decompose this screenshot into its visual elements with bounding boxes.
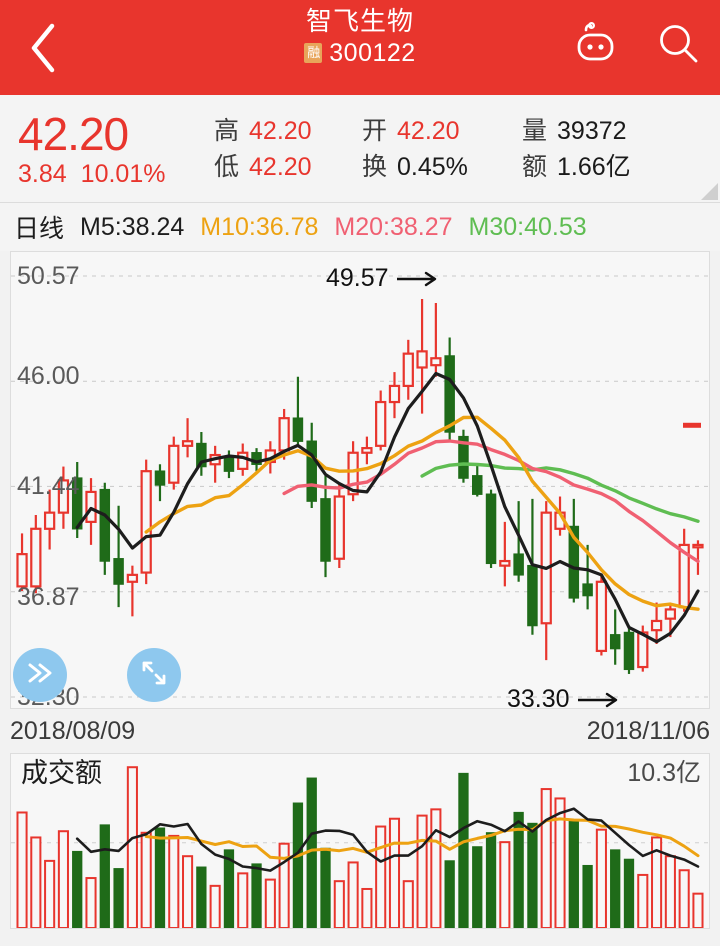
arrow-right-icon: [396, 271, 441, 287]
candlestick-canvas: [11, 275, 709, 698]
turnover-rate-value: 0.45%: [397, 152, 468, 181]
expand-arrows-icon: [138, 657, 170, 694]
volume-canvas: [11, 766, 709, 928]
turnover-rate-row: 换 0.45%: [362, 149, 522, 185]
volume-title: 成交额: [18, 758, 105, 788]
ma-legend: 日线 M5:38.24 M10:36.78 M20:38.27 M30:40.5…: [0, 203, 720, 251]
high-value: 42.20: [249, 116, 312, 145]
high-label: 高: [214, 116, 240, 145]
high-price-annotation-text: 49.57: [326, 264, 389, 292]
amount-row: 额 1.66亿: [522, 149, 631, 185]
high-price-annotation: 49.57: [326, 266, 441, 291]
stock-code-row: 融 300122: [304, 40, 415, 66]
low-value: 42.20: [249, 152, 312, 181]
amount-label: 额: [522, 152, 548, 181]
quote-volume-column: 量 39372 额 1.66亿: [522, 113, 631, 185]
y-axis-label-1: 46.00: [17, 362, 80, 390]
low-row: 低 42.20: [214, 149, 362, 185]
stock-name: 智飞生物: [305, 6, 414, 36]
date-axis: 2018/08/09 2018/11/06: [10, 709, 710, 753]
low-label: 低: [214, 152, 240, 181]
ma10-legend: M10:36.78: [200, 212, 319, 241]
chevron-double-right-icon: [23, 658, 57, 693]
amount-value: 1.66亿: [557, 152, 631, 181]
search-button[interactable]: [652, 21, 706, 75]
open-label: 开: [362, 116, 388, 145]
header-actions: [570, 0, 706, 95]
volume-row: 量 39372: [522, 113, 631, 149]
end-date: 2018/11/06: [586, 716, 710, 745]
start-date: 2018/08/09: [10, 716, 136, 745]
ma30-legend: M30:40.53: [468, 212, 587, 241]
ma5-legend: M5:38.24: [80, 212, 185, 241]
quote-panel: 42.20 3.84 10.01% 高 42.20 低 42.20 开 42.2…: [0, 95, 720, 203]
y-axis-label-0: 50.57: [17, 262, 80, 290]
margin-trading-badge: 融: [304, 43, 323, 63]
search-icon: [656, 22, 702, 73]
quote-price-column: 42.20 3.84 10.01%: [18, 109, 214, 189]
last-price: 42.20: [18, 107, 129, 160]
resize-corner-icon[interactable]: [701, 183, 718, 200]
stock-code: 300122: [329, 39, 416, 67]
chart-period-label[interactable]: 日线: [14, 215, 65, 243]
back-button[interactable]: [0, 0, 86, 95]
y-axis-label-2: 41.44: [17, 472, 80, 500]
volume-chart[interactable]: 成交额 10.3亿: [10, 753, 710, 929]
volume-max-label: 10.3亿: [627, 759, 701, 787]
open-value: 42.20: [397, 116, 460, 145]
candlestick-chart[interactable]: 50.57 46.00 41.44 36.87 32.30 49.57 33.3…: [10, 251, 710, 712]
turnover-rate-label: 换: [362, 152, 388, 181]
open-row: 开 42.20: [362, 113, 522, 149]
quote-highlow-column: 高 42.20 低 42.20: [214, 113, 362, 185]
arrow-right-icon: [577, 692, 622, 708]
change-percent: 10.01%: [80, 159, 166, 188]
volume-label: 量: [522, 116, 548, 145]
quote-openturnover-column: 开 42.20 换 0.45%: [362, 113, 522, 185]
low-price-annotation-text: 33.30: [507, 685, 570, 713]
high-row: 高 42.20: [214, 113, 362, 149]
low-price-annotation: 33.30: [507, 687, 622, 712]
change-absolute: 3.84: [18, 159, 67, 188]
robot-assistant-button[interactable]: [570, 21, 624, 75]
chevron-left-icon: [26, 21, 60, 75]
app-header: 智飞生物 融 300122: [0, 0, 720, 95]
zoom-out-button[interactable]: [13, 648, 67, 702]
volume-value: 39372: [557, 116, 627, 145]
fullscreen-button[interactable]: [127, 648, 181, 702]
robot-icon: [572, 21, 622, 73]
y-axis-label-3: 36.87: [17, 583, 80, 611]
ma20-legend: M20:38.27: [334, 212, 453, 241]
price-change-row: 3.84 10.01%: [18, 159, 214, 189]
